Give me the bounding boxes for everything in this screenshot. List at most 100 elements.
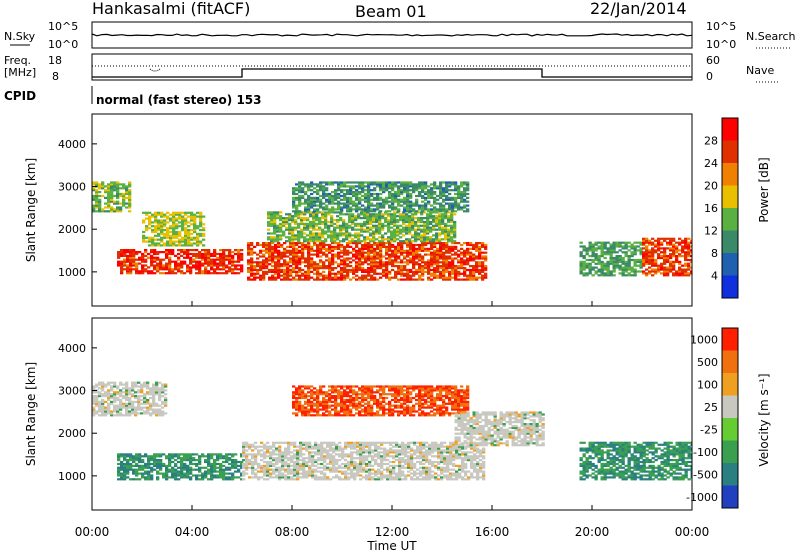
power-cell — [388, 261, 392, 264]
power-cell — [394, 181, 398, 184]
velocity-cell — [171, 472, 175, 475]
power-cell — [420, 224, 424, 227]
power-cell — [199, 240, 203, 243]
power-cell — [361, 263, 365, 266]
power-cell — [372, 238, 376, 241]
power-cell — [478, 255, 482, 258]
power-cell — [481, 257, 485, 260]
power-cell — [609, 270, 613, 273]
power-cell — [307, 187, 311, 190]
power-cell — [192, 249, 196, 252]
power-cell — [457, 259, 461, 262]
power-cell — [228, 251, 232, 254]
velocity-cell — [177, 457, 181, 460]
velocity-cell — [254, 447, 258, 450]
power-cell — [126, 270, 130, 273]
velocity-cell — [248, 445, 252, 448]
power-cell — [600, 247, 604, 250]
power-cell — [295, 278, 299, 281]
velocity-cell — [123, 472, 127, 475]
velocity-cell — [123, 466, 127, 469]
power-cell — [451, 181, 455, 184]
power-cell — [436, 210, 440, 213]
velocity-cell — [132, 459, 136, 462]
power-cell — [322, 187, 326, 190]
power-cell — [417, 232, 421, 235]
velocity-cell — [213, 460, 217, 464]
power-cell — [678, 241, 682, 244]
velocity-cell — [207, 464, 211, 467]
power-cell — [439, 272, 443, 275]
power-cell — [316, 251, 320, 254]
power-cell — [639, 258, 643, 262]
power-cell — [394, 196, 398, 199]
power-cell — [663, 239, 667, 242]
power-cell — [129, 249, 133, 252]
power-cell — [427, 268, 431, 272]
velocity-cell — [113, 398, 117, 402]
velocity-cell — [110, 389, 114, 392]
power-cell — [361, 204, 365, 207]
velocity-cell — [263, 445, 267, 448]
power-cell — [256, 263, 260, 266]
velocity-cell — [257, 476, 261, 479]
power-cell — [376, 208, 380, 211]
power-cell — [187, 232, 191, 235]
power-cell — [372, 232, 376, 235]
power-cell — [432, 228, 436, 231]
power-cell — [478, 263, 482, 266]
velocity-cell — [129, 478, 133, 481]
power-cell — [415, 253, 419, 256]
power-cell — [247, 268, 251, 272]
power-cell — [678, 266, 682, 269]
power-cell — [651, 274, 655, 277]
power-cell — [283, 242, 287, 245]
power-cell — [160, 232, 164, 235]
velocity-cell — [161, 395, 165, 398]
power-cell — [657, 264, 661, 267]
power-cell — [195, 262, 199, 265]
power-cell — [253, 267, 257, 270]
power-cell — [453, 213, 457, 216]
power-cell — [349, 242, 353, 245]
power-cell — [439, 202, 443, 205]
power-cell — [387, 213, 391, 216]
power-cell — [627, 266, 631, 269]
power-cell — [364, 259, 368, 262]
velocity-cell — [225, 466, 229, 469]
power-cell — [135, 266, 139, 269]
power-cell — [177, 268, 181, 271]
power-cell — [591, 258, 595, 262]
power-cell — [463, 183, 467, 186]
velocity-cell — [150, 470, 154, 473]
power-cell — [126, 249, 130, 252]
power-cell — [408, 230, 412, 233]
power-cell — [678, 237, 682, 240]
power-cell — [292, 268, 296, 272]
velocity-cell — [192, 468, 196, 471]
velocity-cell — [138, 459, 142, 462]
power-cell — [334, 196, 338, 199]
power-cell — [175, 244, 179, 247]
velocity-cell — [128, 404, 132, 407]
power-cell — [207, 272, 211, 275]
velocity-cell — [278, 449, 282, 452]
power-cell — [313, 210, 317, 213]
power-cell — [172, 211, 176, 214]
velocity-cell — [137, 381, 141, 384]
power-cell — [409, 278, 413, 281]
power-cell — [113, 210, 117, 213]
velocity-cell — [311, 447, 315, 450]
power-cell — [390, 240, 394, 243]
power-cell — [333, 230, 337, 233]
velocity-cell — [198, 457, 202, 460]
power-cell — [265, 272, 269, 275]
power-cell — [612, 241, 616, 244]
power-cell — [390, 222, 394, 225]
power-cell — [336, 232, 340, 235]
power-cell — [442, 247, 446, 250]
power-cell — [271, 245, 275, 248]
power-cell — [352, 204, 356, 207]
velocity-cell — [146, 385, 150, 388]
power-cell — [310, 183, 314, 186]
